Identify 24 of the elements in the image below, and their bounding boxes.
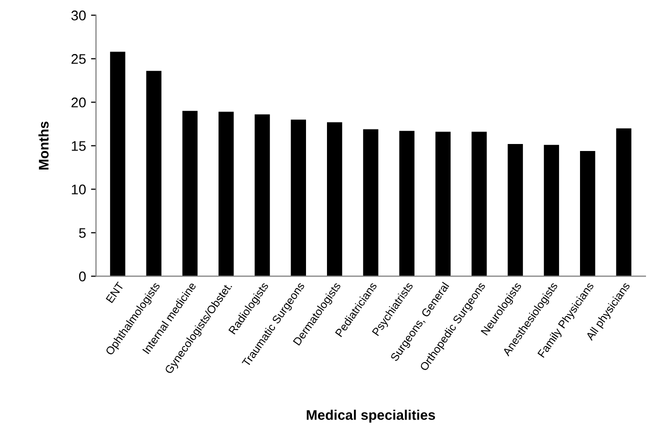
bar [508,144,523,276]
bar [472,132,487,276]
y-tick-label: 20 [72,98,86,108]
bar [616,128,632,276]
bar [544,144,560,276]
y-tick-label: 5 [79,228,86,238]
bar [363,129,378,276]
y-tick-label: 30 [71,10,86,20]
x-axis-title: Medical specialities [306,410,436,423]
bar [326,122,342,276]
y-tick-label: 25 [72,54,86,64]
y-tick-label: 10 [72,184,86,194]
y-axis-title: Months [38,122,49,170]
y-tick-label: 0 [79,272,86,282]
bar [580,150,596,276]
bar [110,52,126,276]
bar [146,70,162,276]
bar [399,130,414,276]
bar [290,120,306,276]
bar [435,132,451,276]
bar [254,114,270,276]
y-tick-label: 15 [72,141,86,151]
bar [182,110,198,276]
bar [218,112,234,276]
